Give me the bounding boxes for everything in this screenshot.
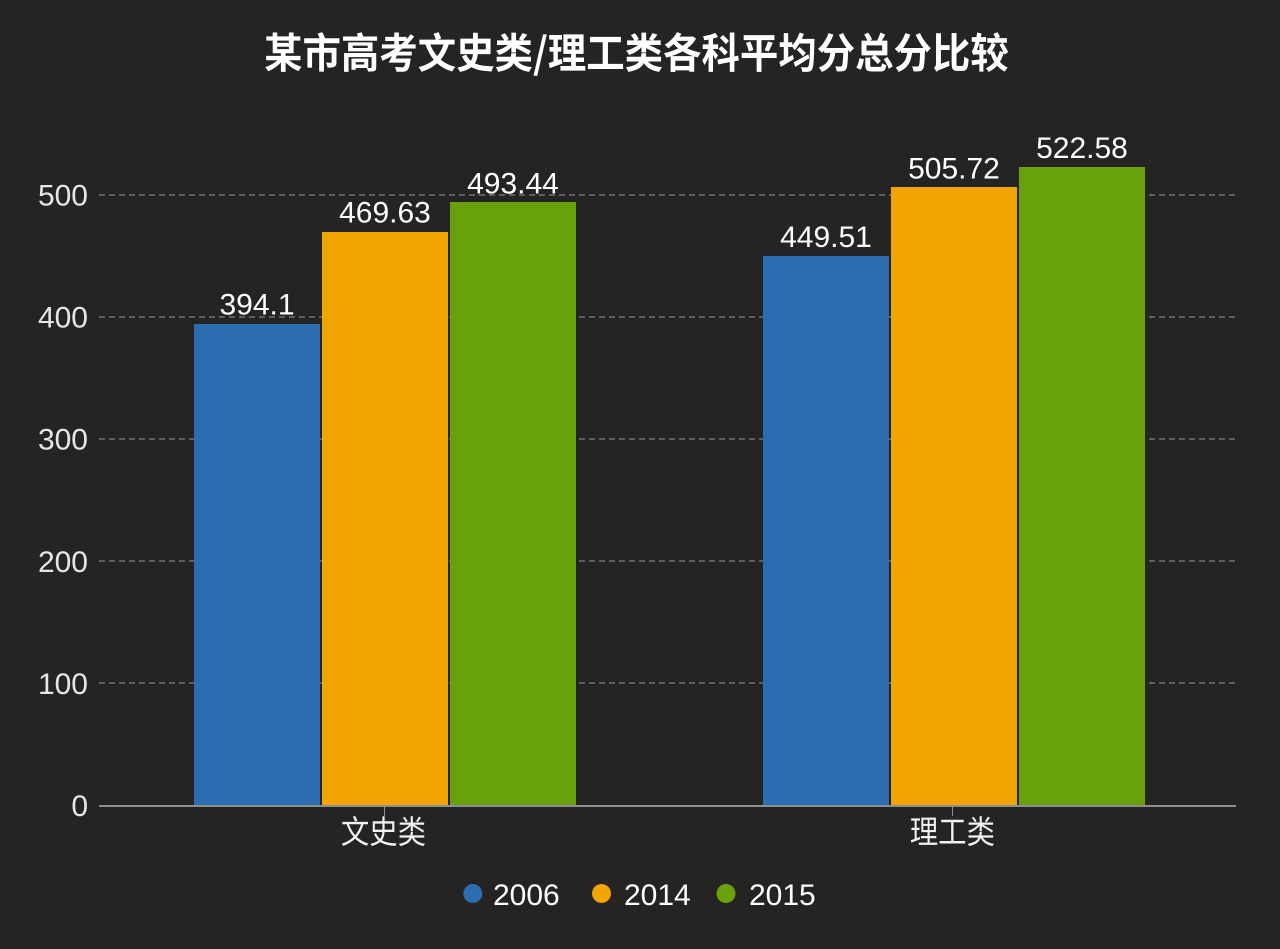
svg-text:493.44: 493.44 <box>467 167 559 200</box>
svg-text:449.51: 449.51 <box>780 221 872 254</box>
svg-text:522.58: 522.58 <box>1036 132 1128 165</box>
svg-text:2006: 2006 <box>493 879 560 912</box>
svg-text:300: 300 <box>38 424 88 457</box>
svg-text:469.63: 469.63 <box>339 197 431 230</box>
svg-text:500: 500 <box>38 179 88 212</box>
svg-text:100: 100 <box>38 668 88 701</box>
svg-text:400: 400 <box>38 302 88 335</box>
svg-text:2014: 2014 <box>624 879 691 912</box>
svg-text:505.72: 505.72 <box>908 152 1000 185</box>
svg-text:2015: 2015 <box>749 879 816 912</box>
svg-text:0: 0 <box>71 790 88 823</box>
svg-text:394.1: 394.1 <box>219 289 294 322</box>
svg-text:200: 200 <box>38 546 88 579</box>
